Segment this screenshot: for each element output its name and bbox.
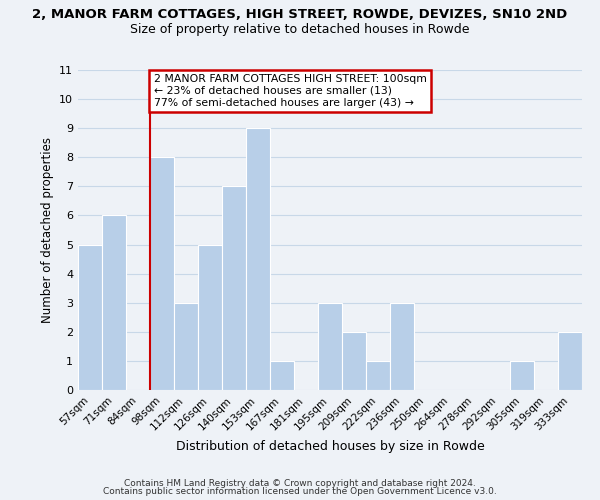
Bar [558,332,582,390]
Bar [390,302,414,390]
Text: Contains HM Land Registry data © Crown copyright and database right 2024.: Contains HM Land Registry data © Crown c… [124,478,476,488]
Bar [246,128,270,390]
Bar [318,302,342,390]
Text: 2 MANOR FARM COTTAGES HIGH STREET: 100sqm
← 23% of detached houses are smaller (: 2 MANOR FARM COTTAGES HIGH STREET: 100sq… [154,74,427,108]
X-axis label: Distribution of detached houses by size in Rowde: Distribution of detached houses by size … [176,440,484,453]
Bar [510,361,534,390]
Bar [102,216,126,390]
Bar [150,158,174,390]
Bar [222,186,246,390]
Bar [78,244,102,390]
Bar [342,332,366,390]
Y-axis label: Number of detached properties: Number of detached properties [41,137,53,323]
Bar [366,361,390,390]
Text: Contains public sector information licensed under the Open Government Licence v3: Contains public sector information licen… [103,487,497,496]
Bar [270,361,294,390]
Text: Size of property relative to detached houses in Rowde: Size of property relative to detached ho… [130,22,470,36]
Bar [174,302,198,390]
Bar [198,244,222,390]
Text: 2, MANOR FARM COTTAGES, HIGH STREET, ROWDE, DEVIZES, SN10 2ND: 2, MANOR FARM COTTAGES, HIGH STREET, ROW… [32,8,568,20]
